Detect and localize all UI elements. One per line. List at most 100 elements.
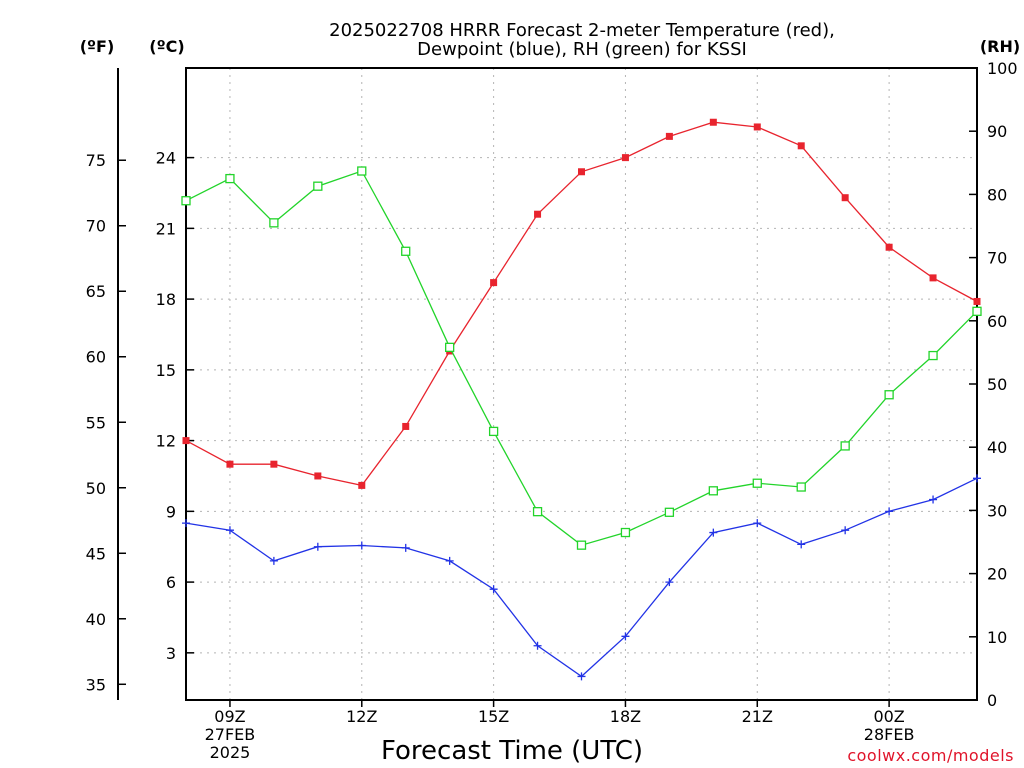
rh-point: [313, 181, 323, 191]
celsius-unit-label: (ºC): [149, 37, 184, 56]
fahrenheit-tick-label: 75: [86, 151, 106, 170]
temperature-point: [490, 279, 498, 287]
x-tick-label: 27FEB: [205, 725, 256, 744]
temperature-point: [578, 168, 585, 176]
temperature-point: [621, 154, 629, 162]
dewpoint-point: [665, 578, 674, 587]
dewpoint-point: [577, 672, 586, 681]
temperature-point: [534, 210, 542, 218]
chart-title-line1: 2025022708 HRRR Forecast 2-meter Tempera…: [329, 20, 835, 41]
temperature-point: [402, 422, 410, 430]
rh-point: [664, 507, 675, 517]
x-tick-label: 15Z: [478, 707, 509, 726]
rh-point: [532, 507, 543, 517]
temperature-point: [841, 194, 849, 202]
x-tick-label: 18Z: [610, 707, 641, 726]
x-axis-label: Forecast Time (UTC): [381, 736, 643, 766]
celsius-tick-label: 3: [166, 644, 176, 663]
dewpoint-point: [445, 556, 454, 565]
rh-tick-label: 70: [987, 249, 1007, 268]
fahrenheit-tick-label: 60: [86, 348, 106, 367]
temperature-point: [314, 472, 322, 480]
dewpoint-point: [357, 541, 366, 550]
temperature-point: [665, 132, 673, 140]
dewpoint-point: [973, 474, 981, 483]
dewpoint-point: [489, 585, 498, 594]
x-tick-label: 00Z: [873, 707, 904, 726]
rh-point: [357, 166, 367, 176]
rh-point: [796, 482, 806, 492]
fahrenheit-tick-label: 65: [86, 282, 106, 301]
rh-tick-label: 60: [987, 312, 1007, 331]
rh-tick-label: 50: [987, 375, 1007, 394]
celsius-tick-label: 9: [166, 502, 176, 521]
rh-point: [269, 218, 279, 228]
dewpoint-point: [182, 519, 190, 528]
x-tick-label: 21Z: [742, 707, 773, 726]
rh-tick-label: 90: [987, 122, 1007, 141]
rh-tick-label: 30: [987, 501, 1007, 520]
dewpoint-point: [797, 540, 806, 549]
fahrenheit-tick-label: 50: [86, 479, 106, 498]
fahrenheit-unit-label: (ºF): [80, 37, 115, 56]
series-temperature: [182, 118, 981, 489]
rh-tick-label: 80: [987, 185, 1007, 204]
dewpoint-point: [401, 543, 410, 552]
plot-frame: [185, 67, 978, 701]
rh-point: [576, 540, 587, 550]
celsius-tick-label: 12: [156, 432, 176, 451]
rh-tick-label: 100: [987, 59, 1018, 78]
rh-line: [185, 170, 978, 546]
rh-point: [972, 306, 982, 316]
temperature-point: [885, 243, 893, 251]
rh-point: [445, 342, 455, 352]
fahrenheit-tick-label: 55: [86, 413, 106, 432]
data-series: [181, 118, 982, 681]
temperature-point: [797, 142, 805, 150]
dewpoint-point: [885, 507, 894, 516]
x-tick-label: 2025: [210, 743, 251, 762]
temperature-point: [270, 460, 278, 468]
rh-tick-label: 40: [987, 438, 1007, 457]
labels: 2025022708 HRRR Forecast 2-meter Tempera…: [80, 20, 1020, 766]
dewpoint-point: [621, 632, 630, 641]
celsius-tick-label: 15: [156, 361, 176, 380]
dewpoint-point: [753, 519, 762, 528]
dewpoint-point: [709, 528, 718, 537]
x-tick-label: 12Z: [346, 707, 377, 726]
celsius-tick-label: 24: [156, 149, 176, 168]
rh-point: [620, 527, 631, 538]
rh-point: [181, 196, 191, 206]
fahrenheit-tick-label: 35: [86, 675, 106, 694]
dewpoint-point: [313, 542, 322, 551]
chart-title-line2: Dewpoint (blue), RH (green) for KSSI: [417, 39, 747, 60]
x-tick-label: 28FEB: [864, 725, 915, 744]
rh-unit-label: (RH): [980, 37, 1020, 56]
fahrenheit-tick-label: 70: [86, 217, 106, 236]
rh-point: [401, 246, 411, 256]
fahrenheit-tick-label: 40: [86, 610, 106, 629]
series-rh: [181, 166, 982, 550]
celsius-tick-label: 6: [166, 573, 176, 592]
x-tick-label: 09Z: [214, 707, 245, 726]
temperature-point: [973, 297, 981, 305]
rh-tick-label: 10: [987, 628, 1007, 647]
temperature-point: [182, 437, 190, 445]
dewpoint-point: [533, 641, 542, 650]
axes: [117, 67, 978, 707]
rh-point: [884, 390, 894, 400]
dewpoint-point: [225, 526, 234, 535]
gridlines: [186, 68, 977, 700]
rh-tick-label: 0: [987, 691, 997, 710]
rh-point: [708, 486, 718, 496]
temperature-point: [226, 460, 234, 468]
temperature-point: [753, 123, 761, 131]
celsius-tick-label: 18: [156, 290, 176, 309]
temperature-point: [929, 274, 937, 282]
dewpoint-line: [185, 477, 978, 678]
temperature-point: [709, 118, 717, 126]
rh-point: [928, 350, 938, 361]
dewpoint-point: [269, 556, 278, 565]
credit-text: coolwx.com/models: [847, 746, 1014, 765]
